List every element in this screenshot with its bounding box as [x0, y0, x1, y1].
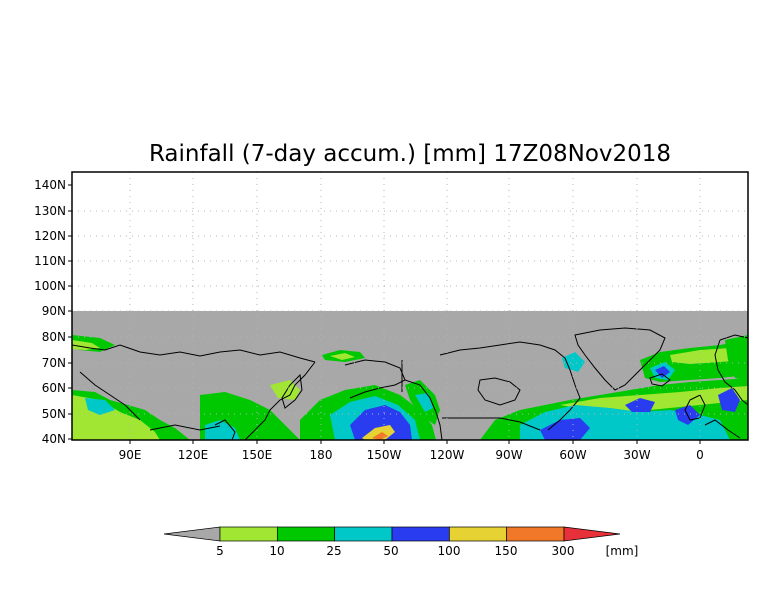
lon-label: 30W — [623, 448, 650, 462]
coast-europe-south — [704, 419, 741, 439]
lon-label: 90W — [495, 448, 522, 462]
map-plot-area: 140N 130N 120N 110N 100N 90N 80N 70N 60N… — [34, 171, 749, 462]
plot-frame — [71, 171, 749, 441]
lat-label: 70N — [42, 356, 66, 370]
map-title: Rainfall (7-day accum.) [mm] 17Z08Nov201… — [149, 141, 671, 167]
precip-north-pacific-orange — [372, 432, 388, 440]
precip-arctic-west-light — [72, 340, 100, 350]
colorbar-below-triangle — [163, 526, 221, 542]
coast-japan — [214, 419, 236, 441]
lon-label: 120E — [178, 448, 209, 462]
precip-na-east-light — [560, 386, 748, 412]
lat-label: 80N — [42, 330, 66, 344]
coast-greenland — [574, 327, 666, 391]
precip-alaska-cyan — [415, 393, 433, 412]
precip-europe-green — [725, 335, 748, 380]
lat-label: 130N — [34, 204, 66, 218]
lon-label: 0 — [696, 448, 704, 462]
lon-label: 180 — [310, 448, 333, 462]
precip-atlantic-blue-1 — [540, 418, 590, 440]
colorbar-segment — [334, 526, 393, 542]
precip-baffin-cyan — [562, 352, 585, 372]
coast-east-asia — [244, 361, 316, 441]
colorbar-segments — [219, 526, 565, 542]
colorbar-tick-label: 150 — [495, 544, 518, 558]
border-us-canada — [442, 417, 541, 431]
lat-label: 110N — [34, 254, 66, 268]
colorbar-tick-label: 5 — [216, 544, 224, 558]
colorbar-segment — [448, 526, 508, 542]
lon-label: 150W — [367, 448, 402, 462]
lon-label: 150E — [242, 448, 273, 462]
precip-arctic-180-light — [330, 353, 355, 360]
colorbar-above-triangle — [563, 526, 621, 542]
precip-europe-blue — [718, 388, 740, 412]
precip-kamchatka — [270, 380, 300, 400]
coast-west-na — [404, 379, 443, 441]
lon-label: 60W — [559, 448, 586, 462]
coast-labrador — [547, 369, 581, 431]
colorbar-tick-label: 100 — [438, 544, 461, 558]
colorbar-segment — [276, 526, 336, 542]
precip-greenland-east-blue — [655, 366, 670, 378]
lat-label: 90N — [42, 304, 66, 318]
precip-atlantic-blue-2 — [625, 398, 655, 412]
lat-label: 50N — [42, 407, 66, 421]
lat-label: 140N — [34, 178, 66, 192]
colorbar-segment — [219, 526, 278, 542]
colorbar-tick-label: 25 — [326, 544, 341, 558]
coast-canada-arctic — [439, 341, 571, 371]
colorbar-tick-label: 50 — [383, 544, 398, 558]
colorbar-legend: 5 10 25 50 100 150 300 [mm] — [163, 526, 639, 558]
lat-label: 40N — [42, 432, 66, 446]
colorbar-tick-label: 10 — [269, 544, 284, 558]
lon-label: 90E — [119, 448, 142, 462]
colorbar-segment — [506, 526, 565, 542]
colorbar-tick-label: 300 — [552, 544, 575, 558]
coast-kamchatka — [281, 373, 303, 409]
axis-ticks — [68, 184, 701, 444]
coast-eurasia-arctic — [71, 344, 316, 363]
coastlines — [71, 327, 749, 441]
coast-scandinavia — [714, 334, 749, 406]
coast-hudson-bay — [477, 377, 521, 406]
colorbar-tick-labels: 5 10 25 50 100 150 300 — [216, 544, 574, 558]
lat-label: 100N — [34, 279, 66, 293]
precipitation-shading — [72, 335, 748, 440]
colorbar-unit-label: [mm] — [606, 544, 639, 558]
border-russia-china — [149, 424, 221, 431]
colorbar-segment — [391, 526, 450, 542]
precip-europe-north-cyan — [85, 398, 115, 415]
lat-label: 120N — [34, 229, 66, 243]
precip-east-asia-cyan — [205, 420, 240, 440]
river-ob — [79, 371, 141, 421]
coast-iceland — [649, 373, 671, 387]
longitude-labels: 90E 120E 150E 180 150W 120W 90W 60W 30W … — [119, 448, 704, 462]
lon-label: 120W — [430, 448, 465, 462]
latitude-labels: 140N 130N 120N 110N 100N 90N 80N 70N 60N… — [34, 178, 66, 446]
lat-label: 60N — [42, 381, 66, 395]
